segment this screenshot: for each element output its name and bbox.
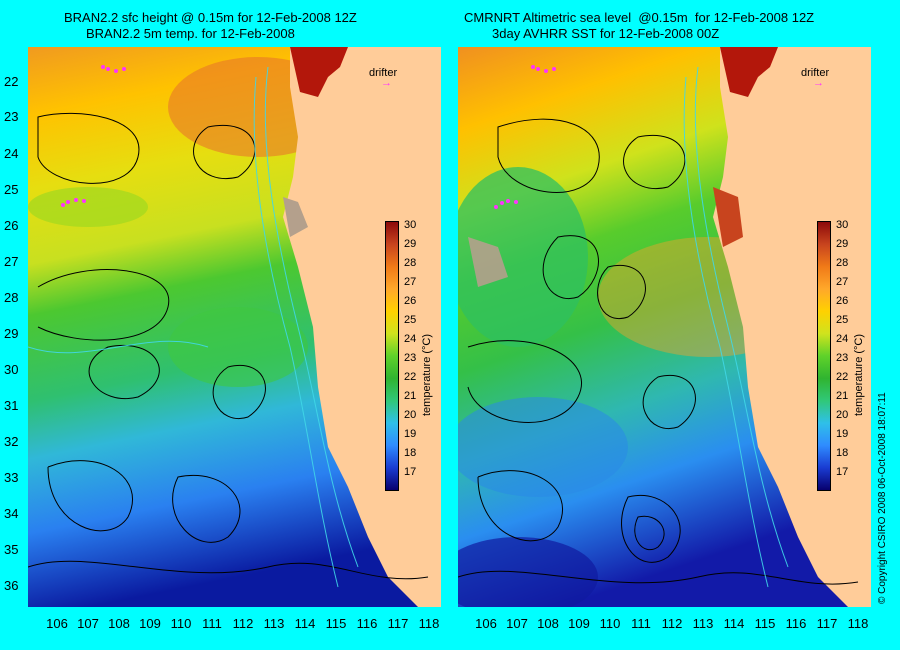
left-sst-field [28,47,441,607]
lat-label-left: 24 [4,146,19,161]
lon-label-right: 108 [537,616,559,631]
lon-label-left: 111 [202,616,222,631]
left-map-panel: drifter → 30 29 28 27 26 25 24 23 22 21 … [28,47,441,607]
lon-label-right: 116 [785,616,807,631]
lat-label-left: 28 [4,290,19,305]
lon-label-left: 118 [418,616,440,631]
lon-label-right: 114 [723,616,745,631]
lon-label-left: 110 [170,616,192,631]
lon-label-left: 115 [325,616,347,631]
right-sst-field [458,47,871,607]
lat-label-left: 30 [4,362,19,377]
lat-label-left: 22 [4,74,19,89]
right-map-panel: drifter → 30 29 28 27 26 25 24 23 22 21 … [458,47,871,607]
lon-label-right: 118 [847,616,869,631]
lat-label-left: 34 [4,506,19,521]
left-drifter-legend: drifter → [369,67,398,89]
lon-label-right: 110 [599,616,621,631]
lat-label-left: 26 [4,218,19,233]
lon-label-right: 107 [506,616,528,631]
lon-label-left: 116 [356,616,378,631]
lat-label-left: 33 [4,470,19,485]
lon-label-left: 112 [232,616,254,631]
lat-label-left: 31 [4,398,19,413]
lat-label-left: 27 [4,254,19,269]
lon-label-right: 115 [754,616,776,631]
lon-label-right: 106 [475,616,497,631]
right-title-line2: 3day AVHRR SST for 12-Feb-2008 00Z [492,26,720,41]
lon-label-left: 107 [77,616,99,631]
lat-label-left: 23 [4,109,19,124]
lon-label-left: 114 [294,616,316,631]
left-title-line2: BRAN2.2 5m temp. for 12-Feb-2008 [86,26,295,41]
lon-label-right: 112 [661,616,683,631]
lon-label-left: 113 [263,616,285,631]
right-drifter-legend: drifter → [801,67,830,89]
lon-label-right: 109 [568,616,590,631]
lat-label-left: 25 [4,182,19,197]
copyright-notice: © Copyright CSIRO 2008 06-Oct-2008 18:07… [877,392,888,604]
lon-label-left: 106 [46,616,68,631]
lat-label-left: 35 [4,542,19,557]
right-title-line1: CMRNRT Altimetric sea level @0.15m for 1… [464,10,815,25]
lon-label-left: 108 [108,616,130,631]
left-drifter-tracks [61,65,126,207]
right-drifter-tracks [494,65,556,209]
lat-label-left: 29 [4,326,19,341]
lat-label-left: 36 [4,578,19,593]
lon-label-right: 113 [692,616,714,631]
lat-label-left: 32 [4,434,19,449]
lon-label-right: 117 [816,616,838,631]
lon-label-left: 117 [387,616,409,631]
left-title-line1: BRAN2.2 sfc height @ 0.15m for 12-Feb-20… [64,10,357,25]
lon-label-left: 109 [139,616,161,631]
lon-label-right: 111 [631,616,651,631]
